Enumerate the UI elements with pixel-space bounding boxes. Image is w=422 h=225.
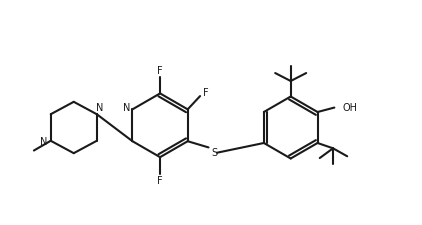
Text: N: N xyxy=(40,136,47,146)
Text: F: F xyxy=(203,88,208,98)
Text: N: N xyxy=(122,102,130,112)
Text: OH: OH xyxy=(342,102,357,112)
Text: F: F xyxy=(157,66,163,76)
Text: S: S xyxy=(212,147,218,157)
Text: F: F xyxy=(157,176,163,185)
Text: N: N xyxy=(96,102,103,112)
